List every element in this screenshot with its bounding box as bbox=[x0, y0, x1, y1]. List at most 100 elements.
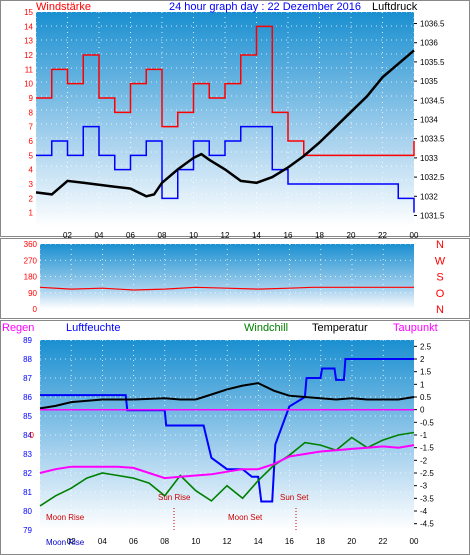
wind-tick-label: 2 bbox=[29, 194, 34, 203]
wind-tick-label: 4 bbox=[29, 166, 34, 175]
direction-tick-label: 360 bbox=[24, 240, 38, 249]
wind-tick-label: 12 bbox=[24, 51, 33, 60]
humidity-tick-label: 81 bbox=[23, 488, 32, 497]
x-tick-label: 20 bbox=[347, 537, 356, 546]
x-tick-label: 04 bbox=[95, 231, 104, 240]
x-tick-label: 22 bbox=[378, 537, 387, 546]
pressure-tick-label: 1035 bbox=[420, 77, 438, 86]
wind-axis-title: Windstärke bbox=[36, 1, 91, 13]
x-tick-label: 16 bbox=[285, 537, 294, 546]
humidity-tick-label: 87 bbox=[23, 374, 32, 383]
top-plot-area bbox=[36, 12, 414, 227]
annotation-sun-rise: Sun Rise bbox=[158, 493, 191, 502]
humidity-tick-label: 89 bbox=[23, 336, 32, 345]
dewpoint-label: Taupunkt bbox=[393, 322, 438, 334]
x-tick-label: 00 bbox=[410, 231, 419, 240]
wind-tick-label: 5 bbox=[29, 151, 34, 160]
humidity-tick-label: 85 bbox=[23, 412, 32, 421]
temperature-tick-label: 2.5 bbox=[420, 342, 432, 351]
temperature-tick-label: -2 bbox=[420, 456, 428, 465]
x-tick-label: 12 bbox=[223, 537, 232, 546]
pressure-tick-label: 1034 bbox=[420, 116, 438, 125]
annotation-sun-set: Sun Set bbox=[280, 493, 309, 502]
x-tick-label: 08 bbox=[158, 231, 167, 240]
temperature-tick-label: 1.5 bbox=[420, 368, 432, 377]
wind-tick-label: 8 bbox=[29, 108, 34, 117]
series-temperatur bbox=[39, 382, 415, 410]
wind-tick-label: 6 bbox=[29, 137, 34, 146]
chart-title: 24 hour graph day : 22 Dezember 2016 bbox=[169, 1, 361, 13]
pressure-tick-label: 1031.5 bbox=[420, 211, 445, 220]
humidity-tick-label: 82 bbox=[23, 469, 32, 478]
top-chart-layer: 1234567891011121314151031.510321032.5103… bbox=[24, 8, 445, 240]
temperature-tick-label: -4 bbox=[420, 507, 428, 516]
x-tick-label: 02 bbox=[67, 537, 76, 546]
pressure-tick-label: 1035.5 bbox=[420, 58, 445, 67]
direction-tick-label: 180 bbox=[24, 273, 38, 282]
temperature-label: Temperatur bbox=[312, 322, 368, 334]
x-tick-label: 14 bbox=[252, 231, 261, 240]
x-tick-label: 00 bbox=[410, 537, 419, 546]
x-tick-label: 06 bbox=[129, 537, 138, 546]
humidity-tick-label: 88 bbox=[23, 355, 32, 364]
direction-tick-label: 0 bbox=[33, 305, 38, 314]
wind-tick-label: 3 bbox=[29, 180, 34, 189]
pressure-tick-label: 1033 bbox=[420, 154, 438, 163]
humidity-tick-label: 84 bbox=[23, 431, 32, 440]
annotation-moon-rise-2: Moon Rise bbox=[46, 538, 85, 547]
temperature-tick-label: -3 bbox=[420, 482, 428, 491]
x-tick-label: 22 bbox=[378, 231, 387, 240]
rain-zero-label: 0 bbox=[30, 431, 35, 440]
x-tick-label: 02 bbox=[63, 231, 72, 240]
x-tick-label: 20 bbox=[347, 231, 356, 240]
pressure-tick-label: 1036.5 bbox=[420, 20, 445, 29]
wind-tick-label: 9 bbox=[29, 94, 34, 103]
temperature-tick-label: -1.5 bbox=[420, 444, 434, 453]
pressure-axis-title: Luftdruck bbox=[372, 1, 418, 13]
wind-tick-label: 1 bbox=[29, 209, 34, 218]
humidity-label: Luftfeuchte bbox=[66, 322, 120, 334]
wind-tick-label: 11 bbox=[25, 65, 34, 74]
temperature-tick-label: 0.5 bbox=[420, 393, 432, 402]
x-tick-label: 16 bbox=[284, 231, 293, 240]
temperature-tick-label: 2 bbox=[420, 355, 425, 364]
direction-tick-label: 90 bbox=[28, 289, 37, 298]
compass-label: N bbox=[436, 239, 444, 251]
humidity-tick-label: 80 bbox=[23, 507, 32, 516]
temperature-tick-label: -1 bbox=[420, 431, 428, 440]
temperature-tick-label: 0 bbox=[420, 406, 425, 415]
compass-label: O bbox=[436, 288, 445, 300]
x-tick-label: 14 bbox=[254, 537, 263, 546]
annotation-moon-rise: Moon Rise bbox=[46, 513, 85, 522]
temperature-tick-label: -2.5 bbox=[420, 469, 434, 478]
annotation-moon-set: Moon Set bbox=[228, 513, 263, 522]
bottom-chart-layer: 79 80 81 82 83 84 85 86 87 88 89 2.5 2 1.5 1 0.5 0 -0.5 -1… bbox=[23, 336, 434, 546]
temperature-tick-label: -3.5 bbox=[420, 494, 434, 503]
series-luftdruck bbox=[35, 49, 415, 198]
series-windrichtung bbox=[39, 286, 414, 291]
pressure-tick-label: 1036 bbox=[420, 39, 438, 48]
series-windmittel bbox=[36, 125, 415, 213]
pressure-tick-label: 1034.5 bbox=[420, 96, 445, 105]
x-tick-label: 18 bbox=[315, 231, 324, 240]
wind-tick-label: 14 bbox=[24, 22, 33, 31]
humidity-tick-label: 79 bbox=[23, 526, 32, 535]
humidity-tick-label: 83 bbox=[23, 450, 32, 459]
pressure-tick-label: 1032.5 bbox=[420, 173, 445, 182]
windchill-label: Windchill bbox=[244, 322, 288, 334]
wind-tick-label: 10 bbox=[24, 80, 33, 89]
pressure-tick-label: 1032 bbox=[420, 192, 438, 201]
compass-label: S bbox=[436, 272, 443, 284]
x-tick-label: 12 bbox=[221, 231, 230, 240]
x-tick-label: 06 bbox=[126, 231, 135, 240]
humidity-tick-label: 86 bbox=[23, 393, 32, 402]
x-tick-label: 04 bbox=[98, 537, 107, 546]
x-tick-label: 18 bbox=[316, 537, 325, 546]
rain-label: Regen bbox=[2, 322, 34, 334]
wind-tick-label: 15 bbox=[24, 8, 33, 17]
series-taupunkt bbox=[39, 444, 415, 480]
x-tick-label: 08 bbox=[160, 537, 169, 546]
